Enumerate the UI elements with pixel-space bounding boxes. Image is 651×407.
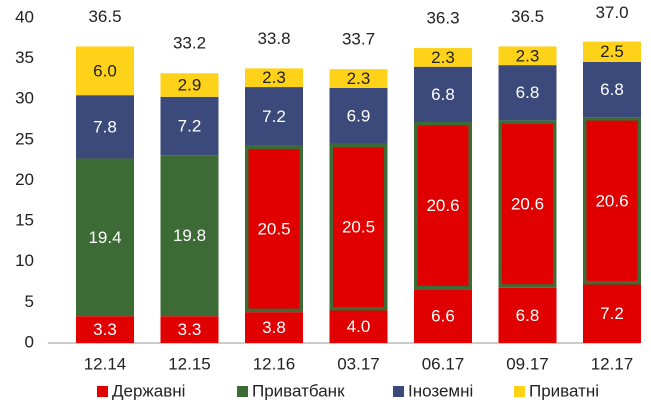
bar-segment	[583, 284, 641, 343]
value-label: 6.8	[516, 306, 540, 325]
bar-segment	[583, 41, 641, 62]
y-tick-label: 0	[25, 332, 34, 351]
value-label: 2.3	[347, 69, 371, 88]
bar-segment	[583, 117, 641, 285]
bar-segment	[160, 155, 219, 317]
bar-segment	[245, 87, 303, 146]
value-label: 7.2	[600, 304, 624, 323]
value-label: 4.0	[347, 317, 371, 336]
total-label: 36.3	[426, 9, 459, 28]
bar-segment	[498, 120, 557, 288]
bar-segment	[583, 61, 641, 118]
legend-swatch	[237, 386, 248, 397]
y-tick-label: 30	[15, 89, 34, 108]
y-tick-label: 40	[15, 7, 34, 26]
x-tick-label: 12.14	[84, 354, 127, 373]
total-label: 36.5	[88, 7, 121, 26]
value-label: 3.3	[93, 320, 117, 339]
total-label: 37.0	[595, 3, 628, 22]
value-label: 3.8	[262, 318, 286, 337]
bar-segment	[414, 289, 472, 343]
value-label: 6.8	[600, 80, 624, 99]
value-label: 2.3	[262, 68, 286, 87]
value-label: 20.6	[511, 195, 544, 214]
value-label: 7.2	[262, 107, 286, 126]
bar-segment	[498, 46, 557, 66]
total-label: 33.2	[173, 34, 206, 53]
value-label: 20.5	[257, 219, 290, 238]
legend-label: Державні	[112, 381, 185, 400]
bar-segment	[76, 316, 134, 343]
value-label: 6.0	[93, 61, 117, 80]
bar-segment	[329, 143, 388, 311]
bar-segment	[245, 68, 303, 88]
bar-segment	[160, 316, 219, 343]
bar-segment	[498, 287, 557, 343]
bar-segment	[329, 87, 388, 144]
bar-segment	[160, 73, 219, 97]
y-tick-label: 15	[15, 211, 34, 230]
value-label: 6.9	[347, 106, 371, 125]
bar-segment	[414, 66, 472, 122]
y-tick-label: 10	[15, 251, 34, 270]
bar-segment	[245, 312, 303, 343]
x-tick-label: 12.15	[168, 354, 211, 373]
x-tick-label: 12.17	[591, 354, 634, 373]
bar-segment	[76, 158, 134, 317]
value-label: 2.3	[516, 46, 540, 65]
value-label: 20.6	[426, 196, 459, 215]
bar-segment	[329, 69, 388, 88]
bar-segment	[498, 65, 557, 121]
value-label: 6.8	[431, 85, 455, 104]
y-tick-label: 5	[25, 292, 34, 311]
value-label: 3.3	[178, 320, 202, 339]
value-label: 19.4	[88, 228, 121, 247]
bar-segment	[76, 46, 134, 96]
total-label: 36.5	[511, 7, 544, 26]
legend-label: Приватбанк	[252, 381, 345, 400]
value-label: 19.8	[173, 226, 206, 245]
bar-segment	[245, 145, 303, 313]
value-label: 20.6	[595, 191, 628, 210]
y-tick-label: 25	[15, 129, 34, 148]
value-label: 6.8	[516, 83, 540, 102]
value-label: 6.6	[431, 307, 455, 326]
bar-segment	[76, 95, 134, 159]
value-label: 7.8	[93, 117, 117, 136]
legend-swatch	[393, 386, 404, 397]
y-tick-label: 35	[15, 48, 34, 67]
value-label: 20.5	[342, 218, 375, 237]
legend-label: Іноземні	[408, 381, 473, 400]
x-tick-label: 03.17	[337, 354, 380, 373]
legend-swatch	[514, 386, 525, 397]
x-tick-label: 12.16	[253, 354, 296, 373]
value-label: 2.5	[600, 42, 624, 61]
x-tick-label: 09.17	[506, 354, 549, 373]
value-label: 2.9	[178, 76, 202, 95]
bar-segment	[329, 310, 388, 343]
total-label: 33.8	[257, 29, 290, 48]
legend-swatch	[97, 386, 108, 397]
y-tick-label: 20	[15, 170, 34, 189]
bar-segment	[414, 122, 472, 290]
bar-segment	[414, 48, 472, 67]
x-tick-label: 06.17	[422, 354, 465, 373]
value-label: 2.3	[431, 48, 455, 67]
legend-label: Приватні	[529, 381, 599, 400]
total-label: 33.7	[342, 30, 375, 49]
value-label: 7.2	[178, 117, 202, 136]
bar-segment	[160, 96, 219, 156]
